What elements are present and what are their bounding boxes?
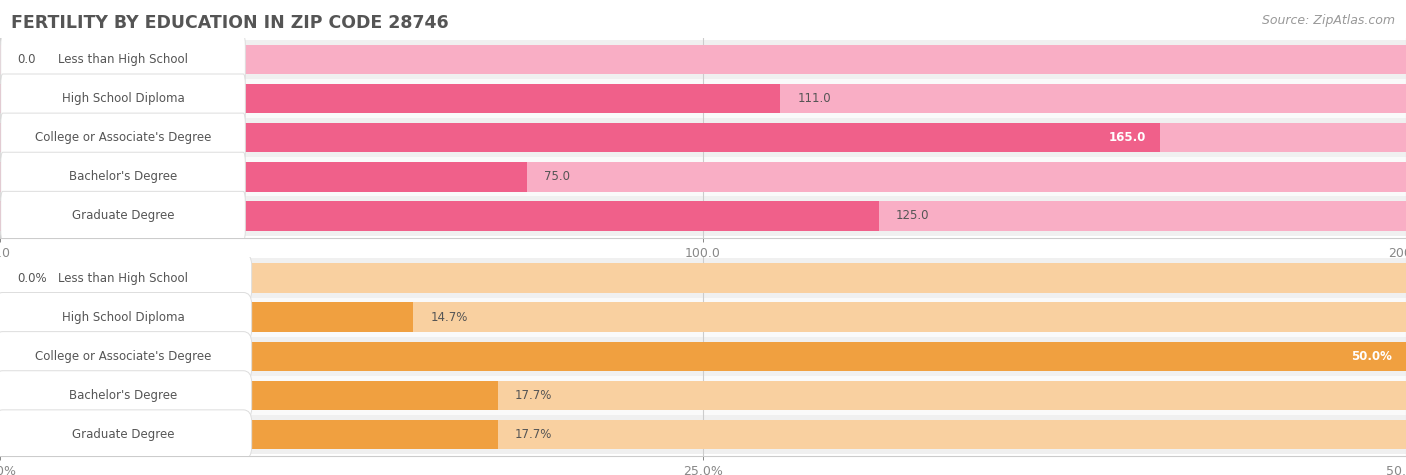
Bar — [0, 342, 1406, 371]
Text: High School Diploma: High School Diploma — [62, 311, 184, 323]
Text: 0.0%: 0.0% — [17, 272, 46, 285]
Bar — [0, 415, 1406, 454]
Text: Bachelor's Degree: Bachelor's Degree — [69, 171, 177, 183]
Text: FERTILITY BY EDUCATION IN ZIP CODE 28746: FERTILITY BY EDUCATION IN ZIP CODE 28746 — [11, 14, 449, 32]
Bar — [0, 157, 1406, 197]
Text: 50.0%: 50.0% — [1351, 350, 1392, 363]
Bar — [0, 123, 1406, 152]
FancyBboxPatch shape — [0, 410, 252, 459]
Text: 17.7%: 17.7% — [515, 428, 553, 441]
Bar — [0, 303, 1406, 332]
Text: 0.0: 0.0 — [17, 53, 35, 66]
Text: Less than High School: Less than High School — [58, 272, 188, 285]
Bar — [0, 162, 527, 191]
Bar — [0, 376, 1406, 415]
FancyBboxPatch shape — [1, 74, 246, 124]
Text: 111.0: 111.0 — [797, 92, 831, 105]
Text: Source: ZipAtlas.com: Source: ZipAtlas.com — [1261, 14, 1395, 27]
Bar — [0, 197, 1406, 236]
Text: 125.0: 125.0 — [896, 209, 929, 222]
Bar — [0, 337, 1406, 376]
Text: College or Associate's Degree: College or Associate's Degree — [35, 350, 211, 363]
Bar — [0, 201, 1406, 231]
Bar — [0, 123, 1160, 152]
Bar — [0, 342, 1406, 371]
Bar — [0, 79, 1406, 118]
Bar — [0, 380, 498, 410]
Bar — [0, 297, 1406, 337]
Bar — [0, 45, 1406, 74]
Bar — [0, 84, 1406, 114]
Text: 17.7%: 17.7% — [515, 389, 553, 402]
Bar — [0, 420, 498, 449]
FancyBboxPatch shape — [0, 332, 252, 381]
Bar — [0, 258, 1406, 297]
Text: College or Associate's Degree: College or Associate's Degree — [35, 131, 211, 144]
Bar — [0, 201, 879, 231]
FancyBboxPatch shape — [1, 152, 246, 201]
Bar — [0, 84, 780, 114]
FancyBboxPatch shape — [0, 370, 252, 420]
Text: Less than High School: Less than High School — [58, 53, 188, 66]
Text: High School Diploma: High School Diploma — [62, 92, 184, 105]
Bar — [0, 303, 413, 332]
FancyBboxPatch shape — [0, 293, 252, 342]
Bar — [0, 263, 1406, 293]
Bar — [0, 40, 1406, 79]
Bar — [0, 420, 1406, 449]
Text: 75.0: 75.0 — [544, 171, 569, 183]
Bar — [0, 380, 1406, 410]
Text: 165.0: 165.0 — [1108, 131, 1146, 144]
FancyBboxPatch shape — [1, 191, 246, 241]
FancyBboxPatch shape — [1, 113, 246, 162]
Bar — [0, 162, 1406, 191]
Text: Graduate Degree: Graduate Degree — [72, 209, 174, 222]
FancyBboxPatch shape — [0, 253, 252, 303]
Bar — [0, 118, 1406, 157]
Text: Graduate Degree: Graduate Degree — [72, 428, 174, 441]
Text: Bachelor's Degree: Bachelor's Degree — [69, 389, 177, 402]
FancyBboxPatch shape — [1, 35, 246, 84]
Text: 14.7%: 14.7% — [430, 311, 468, 323]
